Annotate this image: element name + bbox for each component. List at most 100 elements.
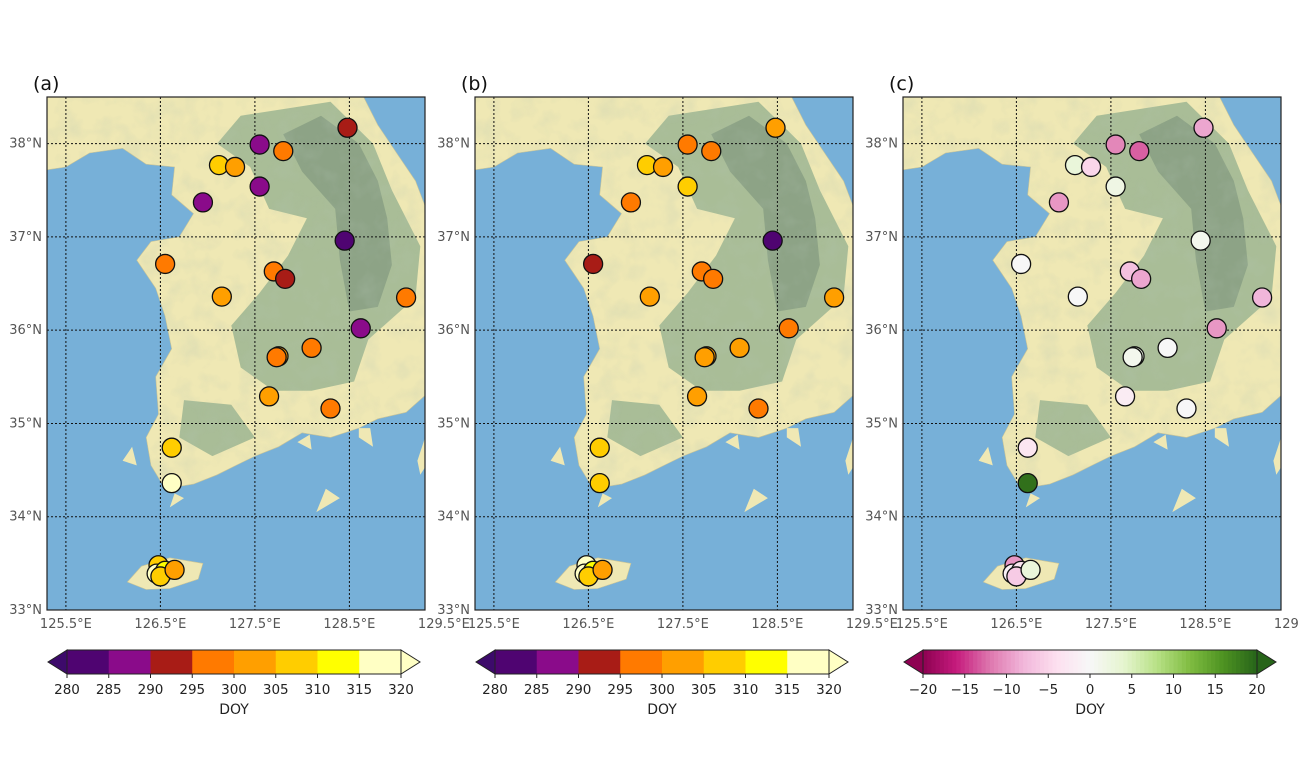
colorbar-segment — [1115, 650, 1120, 674]
station-marker — [639, 286, 660, 307]
island — [1153, 434, 1168, 450]
colorbar-extend-high — [400, 649, 421, 675]
colorbar-tick-label: 310 — [305, 682, 331, 698]
station-marker — [582, 253, 604, 275]
station-marker — [702, 268, 724, 290]
colorbar-segment — [275, 650, 318, 674]
station-marker — [395, 287, 417, 308]
colorbar-segment — [1169, 650, 1175, 674]
panel-label: (a) — [33, 73, 59, 95]
colorbar-tick-label: 285 — [96, 682, 122, 698]
longitude-tick-label: 126.5°E — [562, 617, 614, 632]
colorbar-segment — [939, 650, 945, 674]
colorbar-segment — [1227, 650, 1233, 674]
colorbar-segment — [1027, 650, 1033, 674]
colorbar-segment — [923, 650, 928, 674]
station-marker — [1105, 176, 1126, 197]
colorbar-segment — [964, 650, 970, 674]
colorbar: 280 285 290 295 300 305 310 315 320 DOY — [475, 649, 849, 718]
colorbar-segment — [1144, 650, 1150, 674]
colorbar-segment — [935, 650, 941, 674]
station-marker — [762, 230, 783, 251]
station-marker — [1130, 268, 1152, 290]
island — [1172, 488, 1196, 513]
colorbar-segment — [1035, 650, 1041, 674]
colorbar-segment — [948, 650, 953, 674]
colorbar-segment — [1044, 650, 1049, 674]
colorbar-segment — [927, 650, 932, 674]
colorbar-segment — [1039, 650, 1045, 674]
colorbar-tick-label: 295 — [179, 682, 205, 698]
colorbar-tick-label: 0 — [1086, 682, 1095, 698]
colorbar-segment — [1211, 650, 1216, 674]
station-marker — [192, 192, 214, 213]
latitude-tick-label: 34°N — [9, 510, 42, 525]
colorbar-tick-label: −20 — [909, 682, 938, 698]
station-marker — [1251, 287, 1273, 308]
colorbar-segment — [1177, 650, 1183, 674]
colorbar-segment — [620, 650, 663, 674]
colorbar-tick-label: 20 — [1248, 682, 1265, 698]
latitude-tick-label: 33°N — [865, 603, 898, 618]
station-marker — [1017, 472, 1038, 494]
colorbar-segment — [1056, 650, 1062, 674]
island — [122, 446, 137, 466]
station-marker — [1122, 347, 1143, 368]
map-frame — [902, 96, 1282, 611]
station-marker — [1105, 134, 1126, 155]
station-marker — [337, 117, 358, 138]
colorbar-segment — [192, 650, 235, 674]
longitude-tick-label: 125.5°E — [468, 617, 520, 632]
station-marker — [686, 386, 708, 407]
colorbar-segment — [1010, 650, 1016, 674]
latitude-tick-label: 33°N — [437, 603, 470, 618]
colorbar-segment — [536, 650, 579, 674]
station-marker — [677, 176, 698, 197]
map-panel-2: (b)125.5°E 126.5°E 127.5°E 128.5°E 129.5°E33… — [437, 73, 898, 632]
island — [725, 434, 740, 450]
colorbar-tick-label: 295 — [607, 682, 633, 698]
station-marker — [258, 386, 280, 407]
colorbar-segment — [1127, 650, 1133, 674]
colorbar-segment — [1031, 650, 1037, 674]
station-marker — [274, 268, 296, 290]
colorbar-tick-label: 10 — [1165, 682, 1182, 698]
colorbar-tick-label: 305 — [691, 682, 717, 698]
colorbar-segment — [931, 650, 937, 674]
station-marker — [1190, 230, 1211, 251]
colorbar-segment — [1248, 650, 1254, 674]
colorbar-segment — [1110, 650, 1116, 674]
station-marker — [620, 192, 642, 213]
colorbar-segment — [1019, 650, 1024, 674]
island — [1025, 493, 1040, 508]
colorbar-tick-label: 300 — [221, 682, 247, 698]
colorbar-segment — [1006, 650, 1012, 674]
colorbar-tick-label: 290 — [138, 682, 164, 698]
colorbar-segment — [1064, 650, 1070, 674]
island — [1214, 428, 1229, 447]
station-marker — [1017, 437, 1038, 458]
station-marker — [1048, 192, 1070, 213]
colorbar-tick-label: 280 — [54, 682, 80, 698]
colorbar-tick-label: 315 — [346, 682, 372, 698]
colorbar-segment — [998, 650, 1003, 674]
latitude-tick-label: 37°N — [437, 230, 470, 245]
latitude-tick-label: 35°N — [865, 416, 898, 431]
station-marker — [729, 337, 750, 359]
colorbar-segment — [1198, 650, 1204, 674]
colorbar-segment — [317, 650, 360, 674]
latitude-tick-label: 34°N — [437, 510, 470, 525]
station-marker — [1020, 559, 1041, 581]
colorbar-segment — [993, 650, 999, 674]
colorbar-tick-label: 305 — [263, 682, 289, 698]
longitude-tick-label: 127.5°E — [657, 617, 709, 632]
colorbar-segment — [1219, 650, 1225, 674]
island — [316, 488, 340, 513]
colorbar-segment — [1140, 650, 1145, 674]
colorbar-segment — [1119, 650, 1124, 674]
colorbar-tick-label: 285 — [524, 682, 550, 698]
colorbar-segment — [1215, 650, 1221, 674]
colorbar-tick-label: 320 — [388, 682, 414, 698]
colorbar-extend-low — [47, 649, 68, 675]
colorbar-segment — [359, 650, 402, 674]
